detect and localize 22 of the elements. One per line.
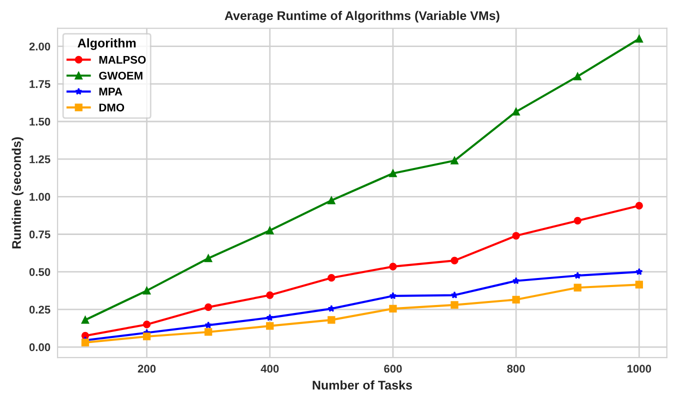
y-tick-label: 0.25	[29, 306, 50, 314]
x-tick-label: 600	[384, 364, 402, 373]
legend-label: MALPSO	[99, 56, 146, 64]
chart-title: Average Runtime of Algorithms (Variable VMs)	[224, 10, 500, 23]
x-tick-label: 800	[507, 364, 525, 373]
y-tick-label: 0.00	[29, 343, 50, 352]
y-tick-label: 0.50	[29, 268, 50, 276]
x-tick-label: 1000	[627, 364, 652, 373]
y-tick-label: 0.75	[29, 230, 50, 238]
legend-label: DMO	[99, 104, 124, 112]
legend-label: GWOEM	[99, 72, 142, 80]
y-tick-label: 1.00	[30, 192, 50, 201]
y-tick-label: 1.75	[30, 80, 50, 88]
x-tick-label: 400	[260, 364, 279, 373]
legend-label: MPA	[99, 88, 122, 96]
y-axis-title: Runtime (seconds)	[12, 137, 24, 248]
y-tick-label: 2.00	[29, 42, 50, 50]
y-tick-label: 1.25	[30, 155, 50, 164]
y-tick-label: 1.50	[30, 118, 50, 126]
x-axis-title: Number of Tasks	[312, 380, 412, 390]
legend-title: Algorithm	[78, 38, 136, 50]
x-tick-label: 200	[138, 364, 156, 373]
